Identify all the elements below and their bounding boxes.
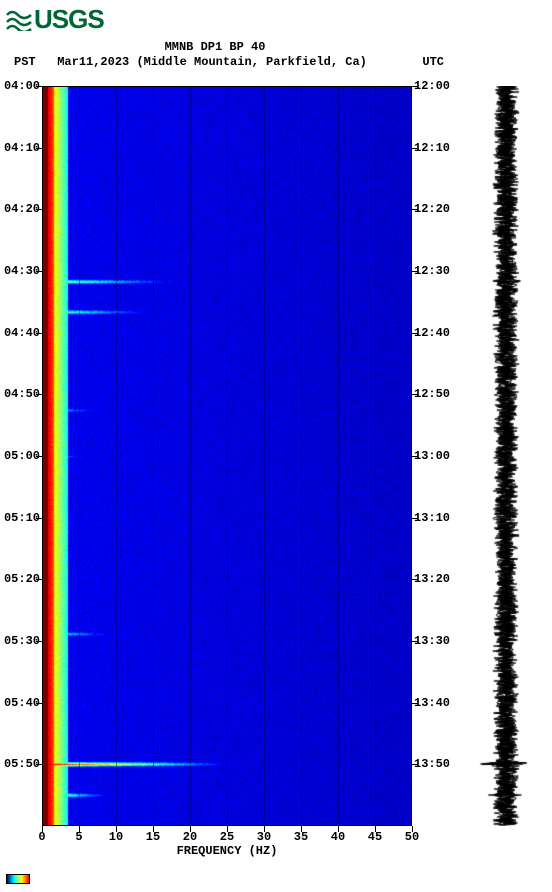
x-tick: 40 <box>331 830 345 844</box>
y-left-tick: 04:30 <box>0 264 40 278</box>
tz-right: UTC <box>422 55 444 69</box>
x-tick: 50 <box>405 830 419 844</box>
y-right-tick: 13:10 <box>414 511 454 525</box>
y-left-tick: 04:50 <box>0 387 40 401</box>
title-date: Mar11,2023 <box>57 55 129 69</box>
y-left-tick: 04:40 <box>0 326 40 340</box>
x-tick: 25 <box>220 830 234 844</box>
y-left-tick: 05:30 <box>0 634 40 648</box>
waveform-canvas <box>476 86 536 826</box>
y-left-tick: 05:20 <box>0 572 40 586</box>
y-right-tick: 12:00 <box>414 79 454 93</box>
y-right-tick: 12:20 <box>414 202 454 216</box>
y-left-tick: 05:10 <box>0 511 40 525</box>
x-tick: 45 <box>368 830 382 844</box>
x-axis-label: FREQUENCY (HZ) <box>42 844 412 858</box>
y-right-tick: 13:20 <box>414 572 454 586</box>
wave-icon <box>6 9 32 31</box>
x-tick: 20 <box>183 830 197 844</box>
colorbar-icon <box>6 874 30 884</box>
x-tick: 5 <box>75 830 82 844</box>
x-tick: 0 <box>38 830 45 844</box>
logo-text: USGS <box>34 4 104 35</box>
header-labels: PST Mar11,2023 (Middle Mountain, Parkfie… <box>14 55 444 69</box>
x-tick: 35 <box>294 830 308 844</box>
x-tick: 10 <box>109 830 123 844</box>
y-left-tick: 04:10 <box>0 141 40 155</box>
y-right-tick: 12:30 <box>414 264 454 278</box>
title-location: (Middle Mountain, Parkfield, Ca) <box>136 55 366 69</box>
y-right-tick: 13:40 <box>414 696 454 710</box>
low-freq-band <box>42 86 48 826</box>
y-left-tick: 05:40 <box>0 696 40 710</box>
tz-left: PST <box>14 55 36 69</box>
y-axis-left: 04:0004:1004:2004:3004:4004:5005:0005:10… <box>0 86 40 826</box>
usgs-logo: USGS <box>6 4 104 35</box>
y-right-tick: 13:50 <box>414 757 454 771</box>
y-right-tick: 13:30 <box>414 634 454 648</box>
x-tick: 15 <box>146 830 160 844</box>
x-tick: 30 <box>257 830 271 844</box>
y-left-tick: 04:00 <box>0 79 40 93</box>
y-right-tick: 12:40 <box>414 326 454 340</box>
title-line1: MMNB DP1 BP 40 <box>0 40 430 54</box>
y-axis-right: 12:0012:1012:2012:3012:4012:5013:0013:10… <box>414 86 454 826</box>
y-left-tick: 05:50 <box>0 757 40 771</box>
waveform-panel <box>476 86 536 826</box>
y-right-tick: 12:50 <box>414 387 454 401</box>
y-right-tick: 12:10 <box>414 141 454 155</box>
y-right-tick: 13:00 <box>414 449 454 463</box>
plot-title: MMNB DP1 BP 40 <box>0 40 430 56</box>
y-left-tick: 04:20 <box>0 202 40 216</box>
spectrogram-plot <box>42 86 412 826</box>
y-left-tick: 05:00 <box>0 449 40 463</box>
